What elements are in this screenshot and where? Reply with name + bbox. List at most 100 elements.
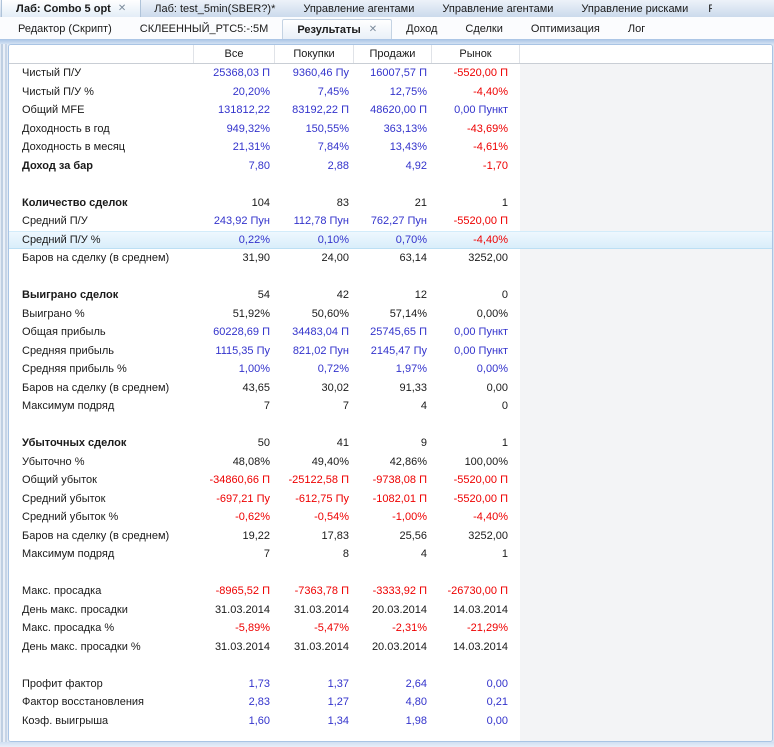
column-header[interactable]: Покупки: [275, 45, 354, 63]
table-row[interactable]: Доход за бар 7,80 2,88 4,92 -1,70: [9, 156, 772, 175]
cell-value: 51,92%: [194, 304, 275, 323]
row-filler: [520, 82, 772, 101]
column-header[interactable]: Продажи: [354, 45, 432, 63]
table-row[interactable]: Общий убыток -34860,66 П -25122,58 П -9738,…: [9, 471, 772, 490]
row-label: Коэф. выигрыша: [9, 711, 194, 730]
window-tab[interactable]: Лаб: test_5min(SBER?)*: [140, 0, 289, 17]
cell-value: 31.03.2014: [194, 600, 275, 619]
table-row[interactable]: Макс. просадка % -5,89% -5,47% -2,31% -21,29…: [9, 619, 772, 638]
table-row[interactable]: Средний убыток % -0,62% -0,54% -1,00% -4,40%: [9, 508, 772, 527]
column-header[interactable]: Все: [194, 45, 275, 63]
table-row[interactable]: Фактор восстановления 2,83 1,27 4,80 0,21: [9, 693, 772, 712]
table-row[interactable]: День макс. просадки % 31.03.2014 31.03.201…: [9, 637, 772, 656]
document-tab[interactable]: Результаты ✕: [282, 19, 393, 39]
cell-value: 0: [432, 397, 520, 416]
cell-value: 0,00 Пункт: [432, 101, 520, 120]
document-tab[interactable]: СКЛЕЕННЫЙ_РТС5:-:5М: [126, 19, 283, 39]
table-row[interactable]: Общий MFE 131812,22 83192,22 П 48620,00 П 0,…: [9, 101, 772, 120]
cell-value: [275, 656, 354, 675]
cell-value: 9360,46 Пу: [275, 64, 354, 83]
close-icon[interactable]: ✕: [368, 24, 378, 35]
window-tab[interactable]: Управление рисками: [567, 0, 702, 17]
cell-value: 1,97%: [354, 360, 432, 379]
table-row[interactable]: Выиграно сделок 54 42 12 0: [9, 286, 772, 305]
document-tab[interactable]: Редактор (Скрипт): [4, 19, 126, 39]
table-row[interactable]: Баров на сделку (в среднем) 19,22 17,83 25,…: [9, 526, 772, 545]
cell-value: 41: [275, 434, 354, 453]
document-tab-label: СКЛЕЕННЫЙ_РТС5:-:5М: [139, 23, 269, 35]
cell-value: 2,83: [194, 693, 275, 712]
cell-value: 949,32%: [194, 119, 275, 138]
document-tab[interactable]: Доход: [392, 19, 451, 39]
table-row: [9, 656, 772, 675]
table-row: [9, 563, 772, 582]
cell-value: 0,00: [432, 711, 520, 730]
row-filler: [520, 434, 772, 453]
table-row[interactable]: День макс. просадки 31.03.2014 31.03.2014 2…: [9, 600, 772, 619]
row-filler: [520, 526, 772, 545]
table-row[interactable]: Баров на сделку (в среднем) 43,65 30,02 91,…: [9, 378, 772, 397]
table-row[interactable]: Убыточно % 48,08% 49,40% 42,86% 100,00%: [9, 452, 772, 471]
cell-value: 2,88: [275, 156, 354, 175]
left-splitter[interactable]: [0, 44, 8, 742]
table-row[interactable]: Чистый П/У 25368,03 П 9360,46 Пу 16007,57 П…: [9, 64, 772, 83]
cell-value: 1,60: [194, 711, 275, 730]
window-tab[interactable]: Лаб: Combo 5 opt ✕: [2, 0, 141, 17]
table-row[interactable]: Средний убыток -697,21 Пу -612,75 Пу -1082,…: [9, 489, 772, 508]
cell-value: 0,00 Пункт: [432, 323, 520, 342]
cell-value: 2,64: [354, 674, 432, 693]
table-row[interactable]: Средний П/У % 0,22% 0,10% 0,70% -4,40%: [9, 230, 772, 249]
table-row: [9, 730, 772, 741]
row-label: Максимум подряд: [9, 397, 194, 416]
cell-value: 7: [275, 397, 354, 416]
cell-value: 14.03.2014: [432, 637, 520, 656]
table-row[interactable]: Баров на сделку (в среднем) 31,90 24,00 63,…: [9, 249, 772, 268]
table-row[interactable]: Коэф. выигрыша 1,60 1,34 1,98 0,00: [9, 711, 772, 730]
row-filler: [520, 193, 772, 212]
row-label: [9, 656, 194, 675]
table-row[interactable]: Средний П/У 243,92 Пун 112,78 Пун 762,27 Пу…: [9, 212, 772, 231]
cell-value: [354, 730, 432, 741]
document-tab[interactable]: Лог: [614, 19, 659, 39]
cell-value: 43,65: [194, 378, 275, 397]
table-row[interactable]: Максимум подряд 7 8 4 1: [9, 545, 772, 564]
cell-value: 8: [275, 545, 354, 564]
cell-value: 3252,00: [432, 249, 520, 268]
cell-value: -0,54%: [275, 508, 354, 527]
cell-value: 24,00: [275, 249, 354, 268]
cell-value: 83: [275, 193, 354, 212]
document-tab[interactable]: Оптимизация: [517, 19, 614, 39]
cell-value: -5,47%: [275, 619, 354, 638]
row-label: Чистый П/У: [9, 64, 194, 83]
table-row[interactable]: Количество сделок 104 83 21 1: [9, 193, 772, 212]
table-row[interactable]: Доходность в год 949,32% 150,55% 363,13% -43…: [9, 119, 772, 138]
cell-value: -4,40%: [432, 230, 520, 249]
row-label: Баров на сделку (в среднем): [9, 249, 194, 268]
cell-value: -7363,78 П: [275, 582, 354, 601]
table-row[interactable]: Убыточных сделок 50 41 9 1: [9, 434, 772, 453]
window-tab[interactable]: Управление агентами: [428, 0, 567, 17]
table-row[interactable]: Максимум подряд 7 7 4 0: [9, 397, 772, 416]
cell-value: -1082,01 П: [354, 489, 432, 508]
window-tab[interactable]: Р: [702, 0, 712, 17]
table-row[interactable]: Макс. просадка -8965,52 П -7363,78 П -3333,…: [9, 582, 772, 601]
row-filler: [520, 286, 772, 305]
row-filler: [520, 693, 772, 712]
table-row[interactable]: Выиграно % 51,92% 50,60% 57,14% 0,00%: [9, 304, 772, 323]
table-row[interactable]: Средняя прибыль % 1,00% 0,72% 1,97% 0,00%: [9, 360, 772, 379]
cell-value: 42,86%: [354, 452, 432, 471]
table-row[interactable]: Профит фактор 1,73 1,37 2,64 0,00: [9, 674, 772, 693]
table-row[interactable]: Средняя прибыль 1115,35 Пу 821,02 Пун 2145,…: [9, 341, 772, 360]
cell-value: 1: [432, 545, 520, 564]
row-filler: [520, 341, 772, 360]
table-row[interactable]: Доходность в месяц 21,31% 7,84% 13,43% -4,61…: [9, 138, 772, 157]
close-icon[interactable]: ✕: [117, 3, 127, 14]
table-row[interactable]: Чистый П/У % 20,20% 7,45% 12,75% -4,40%: [9, 82, 772, 101]
table-row[interactable]: Общая прибыль 60228,69 П 34483,04 П 25745,6…: [9, 323, 772, 342]
document-tab[interactable]: Сделки: [451, 19, 517, 39]
window-tab[interactable]: Управление агентами: [289, 0, 428, 17]
cell-value: [354, 175, 432, 194]
cell-value: 762,27 Пун: [354, 212, 432, 231]
column-header[interactable]: Рынок: [432, 45, 520, 63]
row-label: Максимум подряд: [9, 545, 194, 564]
